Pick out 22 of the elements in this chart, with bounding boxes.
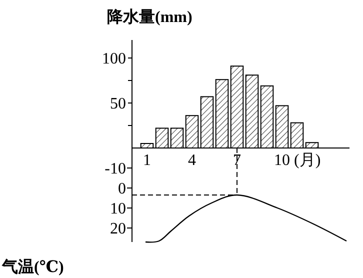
- y-tick-label: -10: [104, 160, 126, 178]
- y-tick-label: 10: [110, 200, 126, 218]
- bar: [170, 128, 184, 148]
- bar: [290, 122, 304, 148]
- y-tick-label: 100: [102, 50, 126, 68]
- bar: [275, 105, 289, 148]
- x-tick-label: 10: [274, 152, 290, 169]
- bar: [215, 79, 229, 148]
- y-axis-title: 降水量(mm): [107, 8, 192, 26]
- x-tick-label: 7: [233, 152, 241, 169]
- x-tick-label: 1: [143, 152, 151, 169]
- bar: [245, 74, 259, 148]
- bar: [185, 115, 199, 148]
- y-axis-title: 气温(℃): [1, 258, 64, 276]
- bar: [200, 96, 214, 148]
- bar: [260, 85, 274, 148]
- bar: [155, 128, 169, 148]
- y-tick-label: 20: [110, 220, 126, 238]
- y-tick-label: 0: [118, 180, 126, 198]
- y-tick-label: 50: [110, 96, 126, 113]
- x-tick-label: 4: [188, 152, 196, 169]
- x-axis-title: (月): [294, 152, 321, 169]
